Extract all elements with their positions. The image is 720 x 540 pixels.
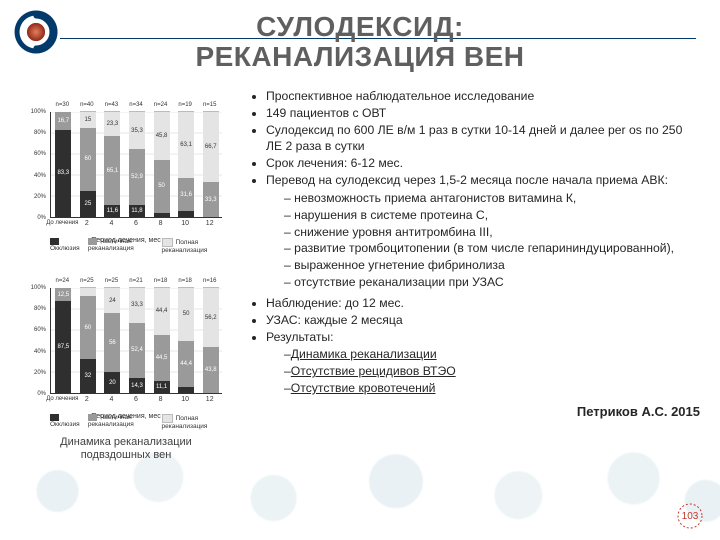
bullets-main: Проспективное наблюдательное исследовани… xyxy=(246,88,700,189)
list-item: развитие тромбоцитопении (в том числе ге… xyxy=(284,240,700,257)
list-item: Проспективное наблюдательное исследовани… xyxy=(266,88,700,105)
list-item: Сулодексид по 600 ЛЕ в/м 1 раз в сутки 1… xyxy=(266,122,700,156)
list-item: невозможность приема антагонистов витами… xyxy=(284,190,700,207)
list-item: Результаты: xyxy=(266,329,700,346)
title-line1: СУЛОДЕКСИД: xyxy=(0,12,720,42)
content-area: Проспективное наблюдательное исследовани… xyxy=(246,88,700,421)
list-item: отсутствие реканализации при УЗАС xyxy=(284,274,700,291)
bullets-main-2: Наблюдение: до 12 мес.УЗАС: каждые 2 мес… xyxy=(246,295,700,345)
list-item: Динамика реканализации xyxy=(284,346,700,363)
list-item: УЗАС: каждые 2 месяца xyxy=(266,312,700,329)
chart-2: 0%20%40%60%80%100%n=24n=25n=25n=21n=18n=… xyxy=(26,276,226,426)
list-item: нарушения в системе протеина С, xyxy=(284,207,700,224)
page-number: 103 xyxy=(676,502,704,530)
bullets-reasons: невозможность приема антагонистов витами… xyxy=(246,190,700,291)
list-item: Наблюдение: до 12 мес. xyxy=(266,295,700,312)
list-item: выраженное угнетение фибринолиза xyxy=(284,257,700,274)
list-item: 149 пациентов с ОВТ xyxy=(266,105,700,122)
title-line2: РЕКАНАЛИЗАЦИЯ ВЕН xyxy=(0,42,720,72)
list-item: Отсутствие рецидивов ВТЭО xyxy=(284,363,700,380)
list-item: Отсутствие кровотечений xyxy=(284,380,700,397)
bullets-results: Динамика реканализацииОтсутствие рецидив… xyxy=(246,346,700,396)
list-item: Срок лечения: 6-12 мес. xyxy=(266,155,700,172)
chart-1: 0%20%40%60%80%100%n=30n=40n=43n=34n=24n=… xyxy=(26,100,226,250)
author-citation: Петриков А.С. 2015 xyxy=(246,403,700,421)
page-number-badge: 103 xyxy=(676,502,704,530)
slide-title: СУЛОДЕКСИД: РЕКАНАЛИЗАЦИЯ ВЕН xyxy=(0,12,720,72)
charts-caption: Динамика реканализации подвздошных вен xyxy=(26,436,226,462)
charts-column: 0%20%40%60%80%100%n=30n=40n=43n=34n=24n=… xyxy=(26,100,226,462)
list-item: снижение уровня антитромбина III, xyxy=(284,224,700,241)
list-item: Перевод на сулодексид через 1,5-2 месяца… xyxy=(266,172,700,189)
